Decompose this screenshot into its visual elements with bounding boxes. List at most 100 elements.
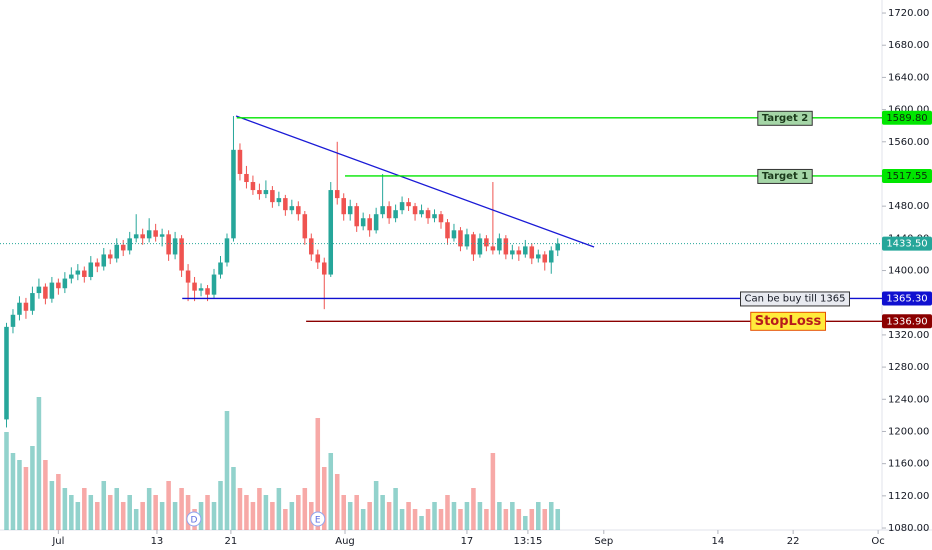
candle-body xyxy=(432,214,437,219)
candle-body xyxy=(172,238,178,255)
volume-bar xyxy=(218,481,223,530)
y-tick-label: 1680.00 xyxy=(888,40,929,51)
candle-body xyxy=(380,206,385,215)
volume-bar xyxy=(464,502,470,530)
candle-body xyxy=(114,244,120,259)
volume-bar xyxy=(334,474,340,530)
level-label-box xyxy=(740,291,850,307)
volume-bar xyxy=(179,488,184,530)
volume-bar xyxy=(497,502,502,530)
candle-body xyxy=(179,238,184,271)
volume-bar xyxy=(23,467,29,530)
volume-bar xyxy=(30,446,35,530)
volume-bar xyxy=(114,488,120,530)
volume-bar xyxy=(75,502,81,530)
event-marker xyxy=(310,511,326,527)
candle-body xyxy=(120,244,126,251)
price-tag-label: 1433.50 xyxy=(886,239,927,250)
candle-body xyxy=(10,314,16,327)
candle-body xyxy=(542,254,548,263)
y-tick-label: 1720.00 xyxy=(888,8,929,19)
volume-bar xyxy=(49,481,55,530)
candle-body xyxy=(95,262,100,267)
volume-bar xyxy=(4,432,9,530)
volume-bar xyxy=(82,488,87,530)
volume-bar xyxy=(120,502,126,530)
volume-bar xyxy=(523,516,528,530)
candle-body xyxy=(17,302,22,315)
candle-body xyxy=(458,230,463,247)
x-tick-label: 21 xyxy=(225,536,238,547)
candle-body xyxy=(192,282,197,291)
candle-body xyxy=(536,254,541,259)
candle-body xyxy=(510,250,515,255)
volume-bar xyxy=(510,502,515,530)
volume-bar xyxy=(386,502,392,530)
candle-body xyxy=(75,270,81,275)
candle-body xyxy=(224,238,230,263)
candle-body xyxy=(367,218,372,231)
y-tick-label: 1640.00 xyxy=(888,72,929,83)
volume-bar xyxy=(205,495,210,530)
candle-body xyxy=(231,149,236,239)
volume-bar xyxy=(341,495,346,530)
candle-body xyxy=(257,190,262,195)
x-tick-label: 22 xyxy=(787,536,800,547)
candle-body xyxy=(185,270,191,283)
volume-bar xyxy=(127,495,132,530)
x-tick-label: 14 xyxy=(712,536,725,547)
volume-bar xyxy=(276,488,282,530)
candle-body xyxy=(490,246,496,251)
candle-body xyxy=(218,262,223,275)
volume-bar xyxy=(56,474,61,530)
volume-bar xyxy=(257,488,262,530)
candle-body xyxy=(276,198,282,203)
candle-body xyxy=(497,238,502,251)
candle-body xyxy=(153,230,158,237)
volume-bar xyxy=(399,509,405,530)
volume-bar xyxy=(419,516,424,530)
candle-body xyxy=(341,198,346,215)
x-tick-label: Oc xyxy=(871,536,884,547)
candle-body xyxy=(36,286,42,294)
candle-body xyxy=(296,206,301,215)
candle-body xyxy=(43,286,48,299)
x-tick-label: 17 xyxy=(461,536,474,547)
volume-bar xyxy=(438,509,444,530)
candle-body xyxy=(419,210,424,215)
candle-body xyxy=(56,282,61,289)
candle-body xyxy=(360,218,366,227)
volume-bar xyxy=(10,453,16,530)
candle-body xyxy=(49,282,55,299)
level-label: StopLoss xyxy=(755,314,822,329)
candle-body xyxy=(529,246,535,259)
volume-bar xyxy=(231,467,236,530)
trendline xyxy=(235,115,595,248)
volume-bar xyxy=(321,467,327,530)
event-label: E xyxy=(315,516,321,526)
y-tick-label: 1320.00 xyxy=(888,330,929,341)
volume-bar xyxy=(490,453,496,530)
candle-body xyxy=(69,274,74,279)
volume-bar xyxy=(185,495,191,530)
volume-bar xyxy=(516,509,522,530)
volume-bar xyxy=(471,488,476,530)
volume-bar xyxy=(43,460,48,530)
volume-bar xyxy=(263,495,269,530)
volume-bar xyxy=(373,481,379,530)
candle-body xyxy=(237,149,243,174)
volume-bar xyxy=(159,502,165,530)
candle-body xyxy=(484,238,489,247)
volume-bar xyxy=(270,502,275,530)
event-label: D xyxy=(190,516,197,526)
level-label: Target 1 xyxy=(762,171,808,182)
volume-bar xyxy=(95,502,100,530)
level-label-box xyxy=(757,168,813,184)
candle-body xyxy=(523,246,528,255)
volume-bar xyxy=(224,411,230,530)
volume-bar xyxy=(302,488,308,530)
x-tick-label: Aug xyxy=(335,536,355,547)
volume-bar xyxy=(548,502,554,530)
volume-bar xyxy=(140,502,145,530)
volume-bar xyxy=(237,488,243,530)
